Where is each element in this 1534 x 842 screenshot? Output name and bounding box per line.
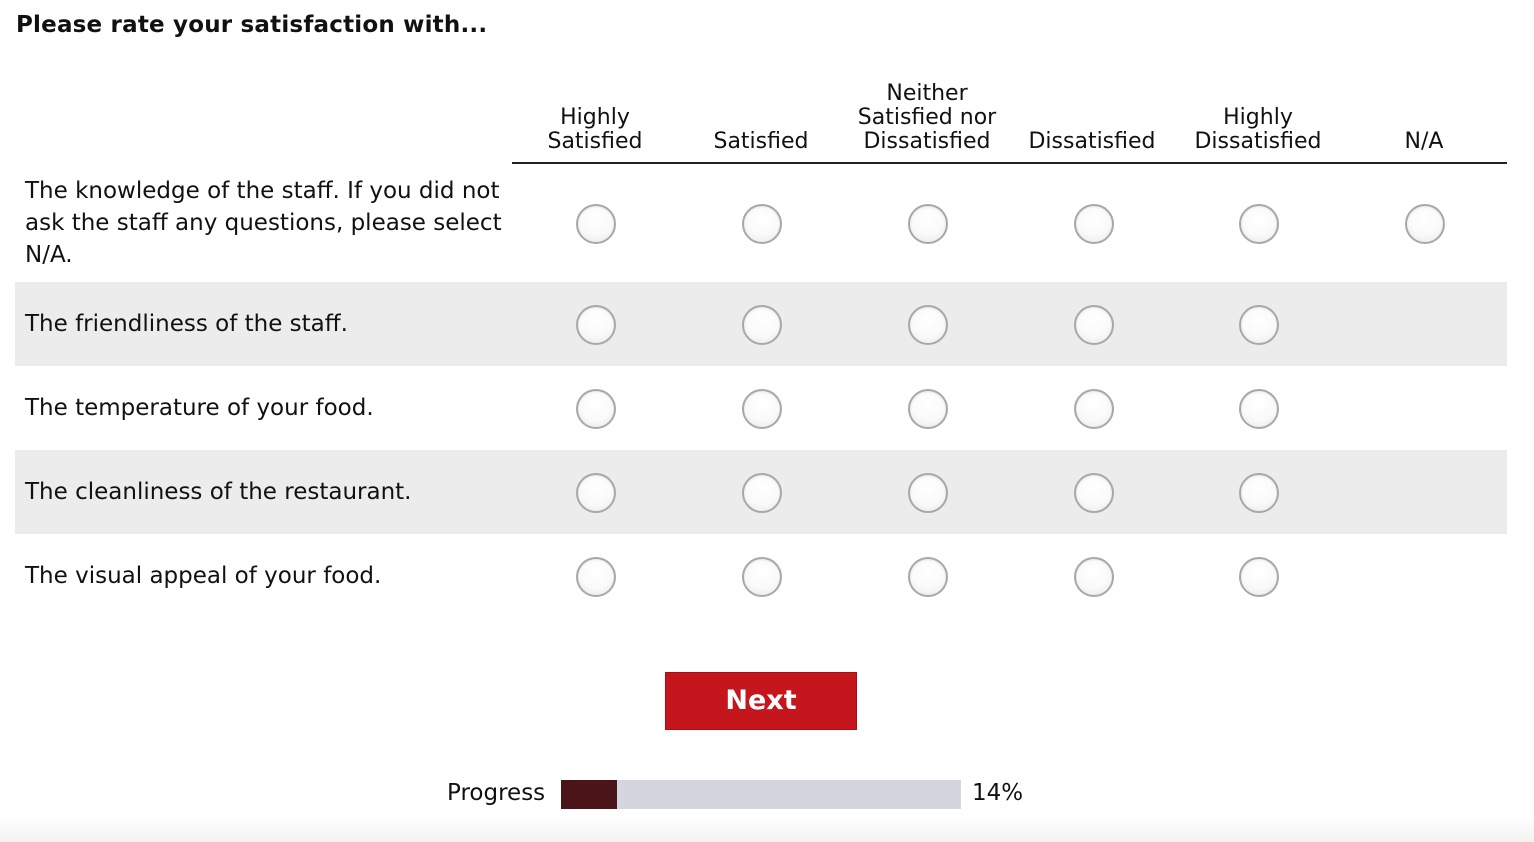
radio-highly-dissatisfied[interactable] bbox=[1239, 557, 1279, 597]
question-label: The friendliness of the staff. bbox=[25, 311, 348, 337]
radio-highly-satisfied[interactable] bbox=[576, 473, 616, 513]
bottom-fade bbox=[0, 818, 1534, 842]
progress-percent: 14% bbox=[972, 780, 1024, 806]
radio-dissatisfied[interactable] bbox=[1074, 389, 1114, 429]
question-label: The cleanliness of the restaurant. bbox=[25, 479, 412, 505]
question-label: The visual appeal of your food. bbox=[25, 563, 382, 589]
next-button[interactable]: Next bbox=[665, 672, 857, 730]
column-header-row: Highly Satisfied Satisfied Neither Satis… bbox=[512, 70, 1507, 164]
question-row-food-temperature: The temperature of your food. bbox=[15, 366, 1507, 450]
radio-neither[interactable] bbox=[908, 204, 948, 244]
radio-satisfied[interactable] bbox=[742, 557, 782, 597]
question-label: The knowledge of the staff. If you did n… bbox=[25, 178, 502, 268]
radio-satisfied[interactable] bbox=[742, 305, 782, 345]
question-row-staff-friendliness: The friendliness of the staff. bbox=[15, 282, 1507, 366]
column-header-neither: Neither Satisfied nor Dissatisfied bbox=[857, 81, 997, 154]
column-header-highly-satisfied: Highly Satisfied bbox=[547, 105, 643, 154]
radio-dissatisfied[interactable] bbox=[1074, 473, 1114, 513]
question-label: The temperature of your food. bbox=[25, 395, 374, 421]
radio-satisfied[interactable] bbox=[742, 204, 782, 244]
radio-neither[interactable] bbox=[908, 305, 948, 345]
progress-label: Progress bbox=[447, 780, 546, 806]
radio-neither[interactable] bbox=[908, 557, 948, 597]
question-row-staff-knowledge: The knowledge of the staff. If you did n… bbox=[15, 164, 1507, 282]
progress-bar-fill bbox=[561, 780, 617, 809]
column-header-satisfied: Satisfied bbox=[713, 129, 809, 154]
radio-highly-satisfied[interactable] bbox=[576, 557, 616, 597]
radio-highly-dissatisfied[interactable] bbox=[1239, 305, 1279, 345]
radio-dissatisfied[interactable] bbox=[1074, 204, 1114, 244]
radio-highly-dissatisfied[interactable] bbox=[1239, 389, 1279, 429]
radio-highly-satisfied[interactable] bbox=[576, 389, 616, 429]
column-header-na: N/A bbox=[1404, 129, 1444, 154]
radio-na[interactable] bbox=[1405, 204, 1445, 244]
progress-bar bbox=[561, 780, 961, 809]
radio-neither[interactable] bbox=[908, 473, 948, 513]
column-header-dissatisfied: Dissatisfied bbox=[1028, 129, 1156, 154]
column-header-highly-dissatisfied: Highly Dissatisfied bbox=[1194, 105, 1322, 154]
radio-satisfied[interactable] bbox=[742, 473, 782, 513]
radio-dissatisfied[interactable] bbox=[1074, 557, 1114, 597]
page-title: Please rate your satisfaction with... bbox=[16, 12, 488, 38]
radio-dissatisfied[interactable] bbox=[1074, 305, 1114, 345]
radio-neither[interactable] bbox=[908, 389, 948, 429]
radio-satisfied[interactable] bbox=[742, 389, 782, 429]
radio-highly-satisfied[interactable] bbox=[576, 204, 616, 244]
question-row-food-visual-appeal: The visual appeal of your food. bbox=[15, 534, 1507, 618]
radio-highly-dissatisfied[interactable] bbox=[1239, 204, 1279, 244]
radio-highly-satisfied[interactable] bbox=[576, 305, 616, 345]
question-row-restaurant-cleanliness: The cleanliness of the restaurant. bbox=[15, 450, 1507, 534]
radio-highly-dissatisfied[interactable] bbox=[1239, 473, 1279, 513]
